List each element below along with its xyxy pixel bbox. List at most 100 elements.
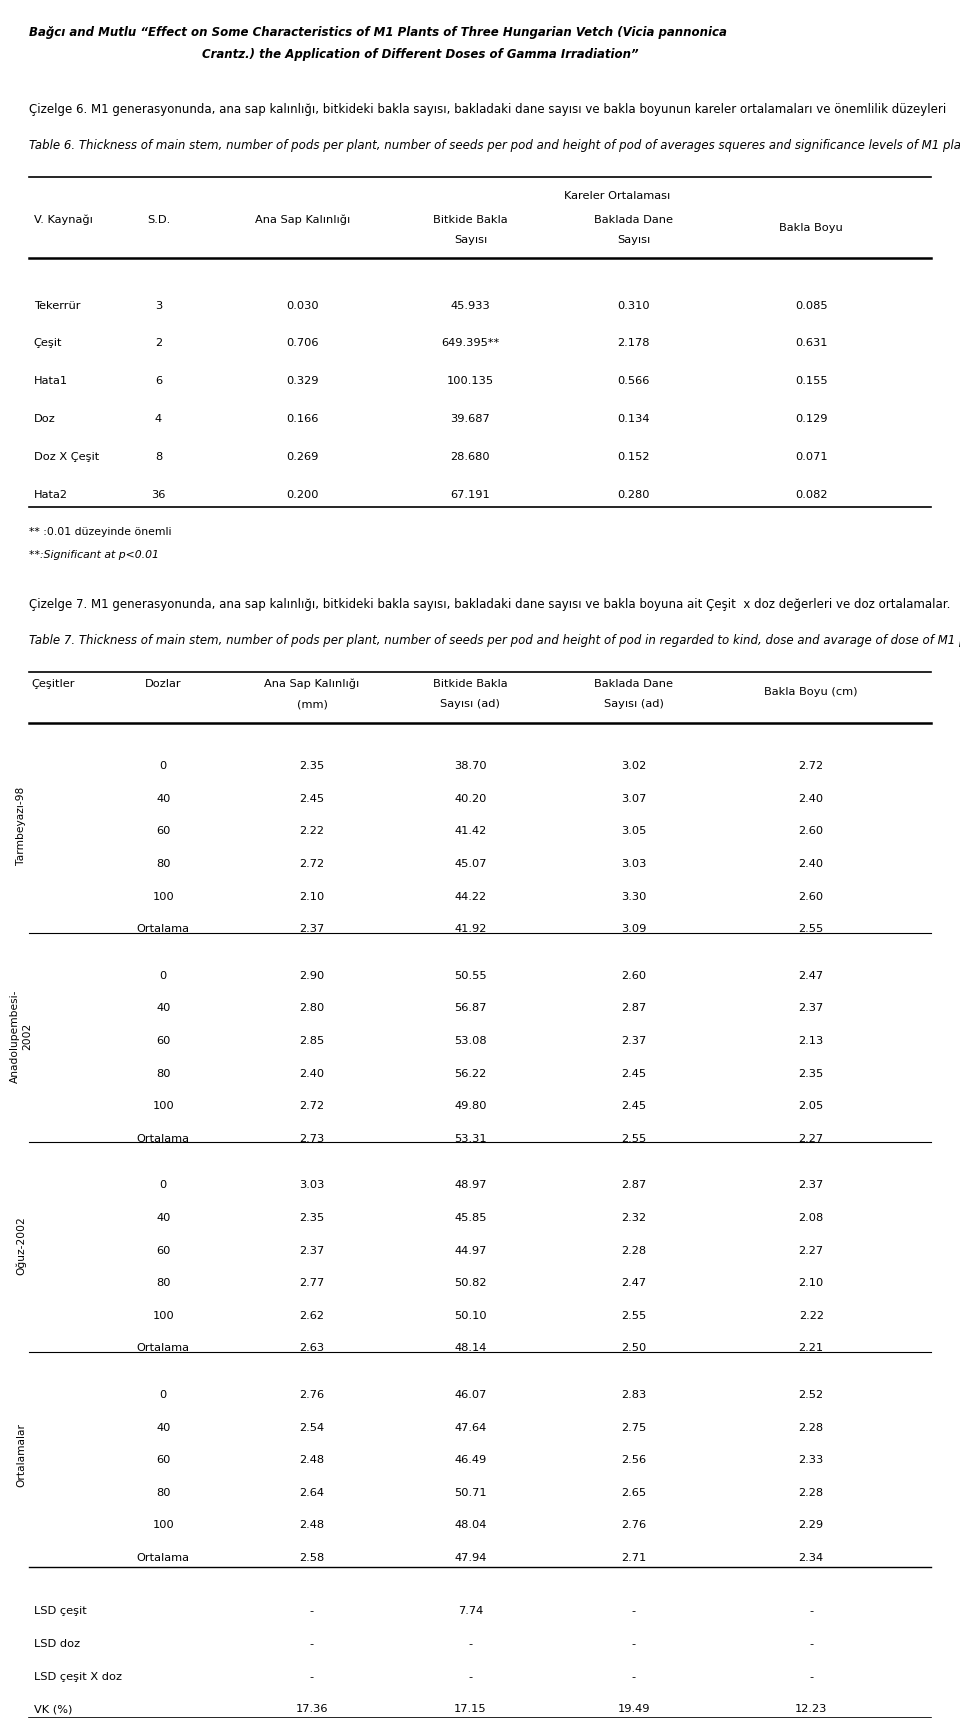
Text: 50.71: 50.71 [454, 1488, 487, 1498]
Text: 4: 4 [155, 414, 162, 424]
Text: 0.152: 0.152 [617, 452, 650, 462]
Text: 3.30: 3.30 [621, 892, 646, 902]
Text: 3.07: 3.07 [621, 794, 646, 804]
Text: 0: 0 [159, 1390, 167, 1400]
Text: 0.129: 0.129 [795, 414, 828, 424]
Text: 2.40: 2.40 [799, 794, 824, 804]
Text: 2.76: 2.76 [300, 1390, 324, 1400]
Text: 56.22: 56.22 [454, 1069, 487, 1079]
Text: 0.082: 0.082 [795, 490, 828, 500]
Text: 80: 80 [156, 1069, 171, 1079]
Text: 60: 60 [156, 1246, 170, 1256]
Text: -: - [809, 1672, 813, 1682]
Text: 2.58: 2.58 [300, 1553, 324, 1563]
Text: 2.55: 2.55 [799, 924, 824, 935]
Text: 2.83: 2.83 [621, 1390, 646, 1400]
Text: Ortalama: Ortalama [136, 924, 190, 935]
Text: 2.45: 2.45 [300, 794, 324, 804]
Text: 2.37: 2.37 [799, 1180, 824, 1191]
Text: 67.191: 67.191 [450, 490, 491, 500]
Text: 2.13: 2.13 [799, 1036, 824, 1046]
Text: Çizelge 7. M1 generasyonunda, ana sap kalınlığı, bitkideki bakla sayısı, baklada: Çizelge 7. M1 generasyonunda, ana sap ka… [29, 598, 950, 612]
Text: 2.52: 2.52 [799, 1390, 824, 1400]
Text: 2.77: 2.77 [300, 1278, 324, 1288]
Text: 7.74: 7.74 [458, 1606, 483, 1617]
Text: 49.80: 49.80 [454, 1101, 487, 1112]
Text: 2.60: 2.60 [621, 971, 646, 981]
Text: LSD çeşit X doz: LSD çeşit X doz [34, 1672, 122, 1682]
Text: 0.134: 0.134 [617, 414, 650, 424]
Text: 44.97: 44.97 [454, 1246, 487, 1256]
Text: Kareler Ortalaması: Kareler Ortalaması [564, 191, 670, 201]
Text: 50.82: 50.82 [454, 1278, 487, 1288]
Text: Table 6. Thickness of main stem, number of pods per plant, number of seeds per p: Table 6. Thickness of main stem, number … [29, 139, 960, 153]
Text: V. Kaynağı: V. Kaynağı [34, 215, 92, 225]
Text: (mm): (mm) [297, 699, 327, 710]
Text: 53.31: 53.31 [454, 1134, 487, 1144]
Text: Ortalama: Ortalama [136, 1134, 190, 1144]
Text: -: - [310, 1606, 314, 1617]
Text: 47.64: 47.64 [454, 1423, 487, 1433]
Text: 100: 100 [153, 892, 174, 902]
Text: Baklada Dane: Baklada Dane [594, 215, 673, 225]
Text: Crantz.) the Application of Different Doses of Gamma Irradiation”: Crantz.) the Application of Different Do… [202, 48, 638, 62]
Text: 60: 60 [156, 1036, 170, 1046]
Text: 2.33: 2.33 [799, 1455, 824, 1465]
Text: 2.35: 2.35 [300, 1213, 324, 1223]
Text: 2.37: 2.37 [799, 1003, 824, 1014]
Text: 2.40: 2.40 [799, 859, 824, 869]
Text: 40: 40 [156, 1423, 170, 1433]
Text: 2.10: 2.10 [300, 892, 324, 902]
Text: 36: 36 [152, 490, 165, 500]
Text: 100: 100 [153, 1311, 174, 1321]
Text: Dozlar: Dozlar [145, 679, 181, 689]
Text: Sayısı: Sayısı [454, 235, 487, 246]
Text: 28.680: 28.680 [450, 452, 491, 462]
Text: Doz: Doz [34, 414, 56, 424]
Text: ** :0.01 düzeyinde önemli: ** :0.01 düzeyinde önemli [29, 527, 171, 538]
Text: 38.70: 38.70 [454, 761, 487, 771]
Text: 2.32: 2.32 [621, 1213, 646, 1223]
Text: Bakla Boyu: Bakla Boyu [780, 223, 843, 234]
Text: 2.63: 2.63 [300, 1343, 324, 1354]
Text: 2.90: 2.90 [300, 971, 324, 981]
Text: 649.395**: 649.395** [442, 338, 499, 349]
Text: 2.21: 2.21 [799, 1343, 824, 1354]
Text: LSD doz: LSD doz [34, 1639, 80, 1649]
Text: 2.50: 2.50 [621, 1343, 646, 1354]
Text: 2.27: 2.27 [799, 1246, 824, 1256]
Text: 2.72: 2.72 [300, 859, 324, 869]
Text: Çeşit: Çeşit [34, 338, 62, 349]
Text: -: - [632, 1672, 636, 1682]
Text: LSD çeşit: LSD çeşit [34, 1606, 86, 1617]
Text: Table 7. Thickness of main stem, number of pods per plant, number of seeds per p: Table 7. Thickness of main stem, number … [29, 634, 960, 648]
Text: -: - [468, 1639, 472, 1649]
Text: 2.28: 2.28 [621, 1246, 646, 1256]
Text: 0.155: 0.155 [795, 376, 828, 387]
Text: Oğuz-2002: Oğuz-2002 [16, 1216, 26, 1275]
Text: 2.55: 2.55 [621, 1311, 646, 1321]
Text: 2.28: 2.28 [799, 1423, 824, 1433]
Text: 39.687: 39.687 [450, 414, 491, 424]
Text: Tarmbeyazı-98: Tarmbeyazı-98 [16, 787, 26, 866]
Text: 0: 0 [159, 971, 167, 981]
Text: 3.02: 3.02 [621, 761, 646, 771]
Text: 2.37: 2.37 [621, 1036, 646, 1046]
Text: 100: 100 [153, 1520, 174, 1531]
Text: 0.706: 0.706 [286, 338, 319, 349]
Text: 0: 0 [159, 761, 167, 771]
Text: Ortalama: Ortalama [136, 1553, 190, 1563]
Text: 19.49: 19.49 [617, 1704, 650, 1715]
Text: Ana Sap Kalınlığı: Ana Sap Kalınlığı [254, 215, 350, 225]
Text: 80: 80 [156, 1278, 171, 1288]
Text: Bitkide Bakla: Bitkide Bakla [433, 215, 508, 225]
Text: 3: 3 [155, 301, 162, 311]
Text: 2.72: 2.72 [300, 1101, 324, 1112]
Text: 2.60: 2.60 [799, 826, 824, 837]
Text: 3.09: 3.09 [621, 924, 646, 935]
Text: Çeşitler: Çeşitler [31, 679, 75, 689]
Text: 40: 40 [156, 1003, 170, 1014]
Text: 2.76: 2.76 [621, 1520, 646, 1531]
Text: 50.55: 50.55 [454, 971, 487, 981]
Text: 40: 40 [156, 794, 170, 804]
